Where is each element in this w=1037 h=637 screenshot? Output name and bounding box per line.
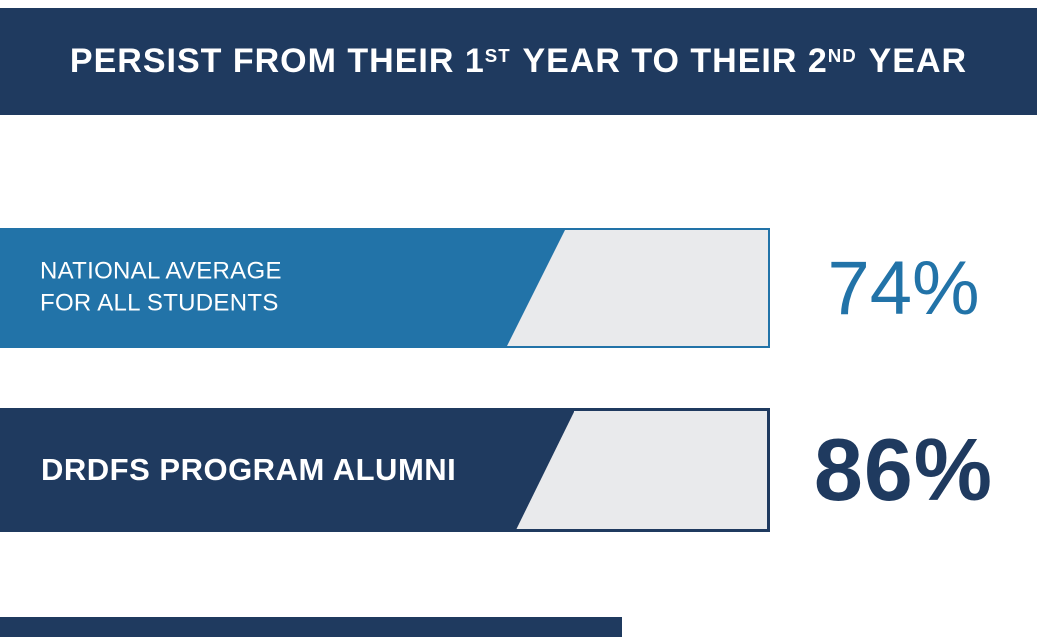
bar-drdfs-alumni: DRDFS PROGRAM ALUMNI (0, 408, 770, 532)
title-text-part1: PERSIST FROM THEIR 1 (69, 42, 485, 80)
title-text-part2: YEAR TO THEIR 2 (512, 42, 828, 80)
page-title: PERSIST FROM THEIR 1ST YEAR TO THEIR 2ND… (70, 42, 967, 81)
bar-label-national-average: NATIONAL AVERAGE FOR ALL STUDENTS (40, 256, 282, 321)
bottom-accent-bar (0, 617, 622, 637)
title-superscript-st: ST (484, 44, 511, 66)
header-banner: PERSIST FROM THEIR 1ST YEAR TO THEIR 2ND… (0, 8, 1037, 115)
title-superscript-nd: ND (827, 44, 857, 66)
value-label-drdfs-alumni: 86% (813, 420, 994, 519)
bar-label-line: NATIONAL AVERAGE (40, 257, 282, 285)
bar-label-line: FOR ALL STUDENTS (40, 290, 279, 317)
value-label-national-average: 74% (827, 245, 980, 331)
bar-fill-drdfs-alumni (3, 411, 574, 529)
bar-fill-national-average (2, 230, 565, 346)
bar-national-average: NATIONAL AVERAGE FOR ALL STUDENTS (0, 228, 770, 348)
title-text-part3: YEAR (858, 42, 968, 80)
bar-label-drdfs-alumni: DRDFS PROGRAM ALUMNI (41, 452, 457, 487)
